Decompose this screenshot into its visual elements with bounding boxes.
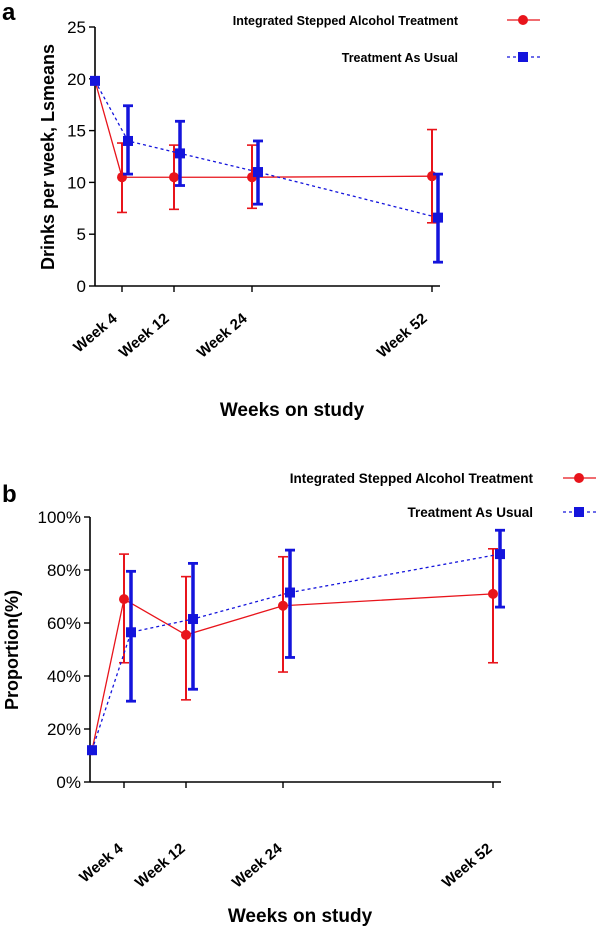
x-tick-label: Week 52	[374, 310, 431, 361]
data-point-isat	[181, 629, 191, 640]
legend-marker-square	[518, 52, 528, 62]
series-line-tau	[94, 80, 439, 219]
legend-marker-circle	[574, 473, 584, 483]
data-point-isat	[169, 172, 179, 183]
data-point-tau	[433, 212, 443, 223]
y-tick-label: 40%	[47, 667, 81, 686]
data-point-tau	[175, 148, 185, 159]
x-axis-label-a: Weeks on study	[220, 400, 365, 421]
data-point-tau	[188, 614, 198, 625]
legend-label: Treatment As Usual	[407, 505, 533, 520]
data-point-tau	[123, 135, 133, 146]
y-tick-label: 25	[67, 18, 86, 37]
series-line-isat	[91, 593, 494, 751]
data-point-tau	[495, 549, 505, 560]
x-tick-label: Week 12	[132, 840, 189, 891]
x-axis-label-b: Weeks on study	[228, 906, 373, 927]
panel-label-b: b	[2, 481, 17, 508]
x-tick-label: Week 24	[229, 840, 286, 892]
panel-label-a: a	[2, 0, 16, 26]
y-tick-label: 5	[77, 225, 86, 244]
data-point-tau	[87, 745, 97, 756]
data-point-tau	[253, 167, 263, 178]
legend-label: Integrated Stepped Alcohol Treatment	[290, 471, 534, 486]
y-tick-label: 0	[77, 277, 86, 296]
y-tick-label: 20	[67, 70, 86, 89]
data-point-tau	[90, 75, 100, 86]
chart-panel-b: b Proportion(%) Weeks on study 0% 20% 40% 6…	[2, 471, 596, 927]
y-tick-label: 20%	[47, 720, 81, 739]
data-point-isat	[119, 594, 129, 605]
y-tick-label: 0%	[56, 773, 81, 792]
y-axis-label-a: Drinks per week, Lsmeans	[38, 44, 58, 270]
series-line-isat	[94, 80, 433, 178]
x-tick-label: Week 52	[439, 840, 496, 891]
x-tick-label: Week 12	[116, 310, 173, 361]
x-tick-label: Week 4	[76, 840, 127, 886]
y-tick-label: 100%	[38, 508, 81, 527]
x-tick-label: Week 24	[194, 310, 251, 362]
data-point-isat	[427, 171, 437, 182]
chart-panel-a: a Drinks per week, Lsmeans Weeks on stud…	[2, 0, 540, 421]
data-point-isat	[488, 588, 498, 599]
y-tick-label: 15	[67, 122, 86, 141]
legend-label: Treatment As Usual	[342, 51, 458, 65]
data-point-isat	[278, 600, 288, 611]
data-point-tau	[126, 627, 136, 638]
y-axis-label-b: Proportion(%)	[2, 590, 22, 710]
y-tick-label: 10	[67, 173, 86, 192]
y-tick-label: 80%	[47, 561, 81, 580]
series-line-tau	[91, 553, 501, 751]
y-tick-label: 60%	[47, 614, 81, 633]
x-tick-label: Week 4	[70, 310, 121, 356]
legend-label: Integrated Stepped Alcohol Treatment	[233, 14, 459, 28]
legend-marker-square	[574, 507, 584, 517]
data-point-tau	[285, 587, 295, 598]
legend-marker-circle	[518, 15, 528, 25]
